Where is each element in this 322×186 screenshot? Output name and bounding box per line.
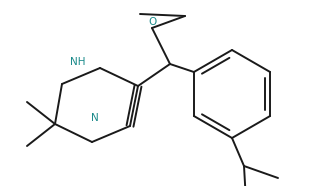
Text: O: O <box>149 17 157 27</box>
Text: N: N <box>91 113 99 123</box>
Text: NH: NH <box>70 57 85 67</box>
